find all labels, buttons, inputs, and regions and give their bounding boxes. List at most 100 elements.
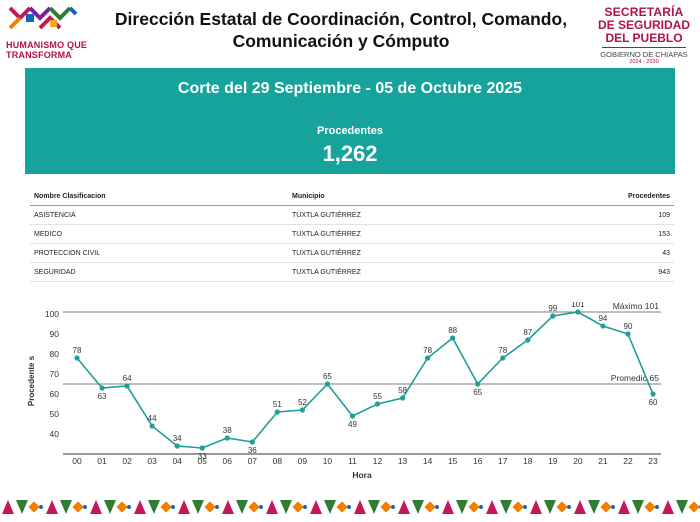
cell-procedentes: 109 [596,205,674,225]
cell-nombre: ASISTENCIA [30,205,288,225]
data-label: 99 [548,304,557,313]
x-tick-label: 06 [223,456,233,466]
data-label: 78 [423,346,432,355]
secretaria-logo: SECRETARÍA DE SEGURIDAD DEL PUEBLO GOBIE… [594,5,694,66]
data-point [99,385,105,391]
data-label: 58 [398,386,407,395]
x-tick-label: 23 [648,456,658,466]
page-title: Dirección Estatal de Coordinación, Contr… [96,8,586,52]
secretaria-divider [602,47,686,48]
x-tick-label: 12 [373,456,383,466]
x-tick-label: 13 [398,456,408,466]
humanismo-logo-icon [8,6,78,30]
data-label: 33 [198,452,207,461]
data-label: 51 [273,400,282,409]
y-tick-label: 40 [50,429,60,439]
data-point [199,445,205,451]
table-row: PROTECCION CIVIL TUXTLA GUTIÉRREZ 43 [30,243,674,263]
y-tick-label: 80 [50,349,60,359]
table-row: MEDICO TUXTLA GUTIÉRREZ 153 [30,224,674,244]
data-label: 63 [98,392,107,401]
classification-table-wrap: Nombre Clasificacion Municipio Procedent… [30,188,674,282]
data-label: 78 [498,346,507,355]
classification-table: Nombre Clasificacion Municipio Procedent… [30,188,674,282]
data-label: 44 [148,414,157,423]
header-nombre: Nombre Clasificacion [30,188,288,206]
cell-municipio: TUXTLA GUTIÉRREZ [288,262,596,282]
data-label: 87 [523,328,532,337]
data-point [299,407,305,413]
logo-text-line2: TRANSFORMA [6,50,72,60]
page-header: HUMANISMO QUE TRANSFORMA Dirección Estat… [0,0,700,66]
data-point [274,409,280,415]
y-axis-title: Procedente s [27,355,36,406]
x-tick-label: 17 [498,456,508,466]
secretaria-line1: SECRETARÍA [604,5,684,19]
data-point [349,413,356,419]
series-line [76,311,654,449]
cell-procedentes: 43 [596,243,674,263]
reference-line-label: Máximo 101 [613,302,660,311]
data-label: 94 [598,314,607,323]
cell-municipio: TUXTLA GUTIÉRREZ [288,243,596,263]
cell-municipio: TUXTLA GUTIÉRREZ [288,205,596,225]
data-point [374,401,381,407]
x-tick-label: 02 [122,456,132,466]
decorative-footer-pattern [0,494,700,520]
x-tick-label: 08 [273,456,283,466]
x-tick-label: 11 [348,456,357,466]
data-point [425,355,431,361]
x-tick-label: 19 [548,456,558,466]
x-tick-label: 09 [298,456,308,466]
x-tick-label: 10 [323,456,333,466]
data-point [324,381,331,387]
x-tick-label: 03 [147,456,157,466]
data-label: 60 [649,398,658,407]
page-title-line1: Dirección Estatal de Coordinación, Contr… [114,9,568,29]
data-label: 52 [298,398,307,407]
cell-procedentes: 153 [596,224,674,244]
x-tick-label: 22 [623,456,633,466]
data-point [600,323,606,329]
table-row: ASISTENCIA TUXTLA GUTIÉRREZ 109 [30,205,674,225]
x-tick-label: 21 [598,456,608,466]
data-label: 55 [373,392,382,401]
data-point [74,355,80,361]
data-point [475,381,481,387]
cell-nombre: SEGURIDAD [30,262,288,282]
cell-procedentes: 943 [596,262,674,282]
data-point [625,331,631,337]
cell-nombre: PROTECCION CIVIL [30,243,288,263]
data-label: 64 [123,374,132,383]
humanismo-logo-text: HUMANISMO QUE TRANSFORMA [6,40,87,60]
x-tick-label: 15 [448,456,458,466]
data-label: 34 [173,434,182,443]
data-label: 36 [248,446,257,455]
header-municipio: Municipio [288,188,596,206]
data-label: 78 [73,346,82,355]
data-label: 49 [348,420,357,429]
x-axis-title: Hora [352,470,372,480]
x-tick-label: 01 [97,456,107,466]
x-tick-label: 16 [473,456,483,466]
data-point [124,383,130,389]
x-tick-label: 14 [423,456,433,466]
data-point [149,423,155,429]
x-tick-label: 00 [72,456,82,466]
table-row: SEGURIDAD TUXTLA GUTIÉRREZ 943 [30,262,674,282]
banner-title: Corte del 29 Septiembre - 05 de Octubre … [177,80,523,97]
data-point [174,443,180,449]
data-label: 38 [223,426,232,435]
data-label: 65 [323,372,332,381]
summary-banner: Corte del 29 Septiembre - 05 de Octubre … [25,68,675,174]
reference-line-label: Promedio 65 [611,373,659,383]
data-label: 101 [571,302,585,309]
data-point [575,309,581,315]
secretaria-line5: 2024 - 2030 [629,59,659,65]
data-point [525,337,531,343]
x-tick-label: 18 [523,456,533,466]
data-label: 90 [624,322,633,331]
banner-label: Procedentes [316,125,384,137]
cell-municipio: TUXTLA GUTIÉRREZ [288,224,596,244]
